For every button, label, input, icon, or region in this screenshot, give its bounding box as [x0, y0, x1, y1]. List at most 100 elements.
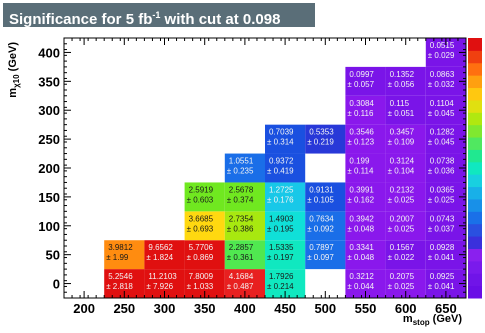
- cell-error: ± 0.036: [428, 167, 455, 176]
- palette-swatch: [468, 248, 482, 262]
- heatmap-cell: 2.5678± 0.374: [224, 182, 265, 212]
- cell-value: 3.9812: [108, 243, 133, 252]
- cell-value: 0.3341: [349, 243, 374, 252]
- cell-error: ± 0.025: [388, 224, 415, 233]
- cell-value: 0.3546: [349, 128, 374, 137]
- x-tick-label: 300: [154, 301, 176, 316]
- cell-value: 0.199: [349, 157, 370, 166]
- cell-value: 0.115: [390, 99, 410, 108]
- cell-error: ± 0.869: [187, 253, 214, 262]
- y-tick-label: 250: [38, 132, 60, 147]
- cell-value: 0.3212: [349, 272, 374, 281]
- heatmap-cells: 5.2546± 2.818 11.2103± 7.926 7.8009± 1.033…: [104, 38, 466, 298]
- cell-error: ± 0.195: [267, 224, 294, 233]
- cell-error: ± 0.114: [347, 167, 374, 176]
- y-tick-label: 50: [46, 248, 60, 263]
- palette-swatch: [468, 223, 482, 237]
- cell-error: ± 0.025: [428, 195, 455, 204]
- heatmap-cell: 0.9131± 0.105: [305, 182, 346, 212]
- heatmap-cell: 0.3942± 0.048: [345, 211, 386, 241]
- cell-value: 0.0365: [430, 185, 455, 194]
- cell-value: 0.3084: [349, 99, 374, 108]
- x-tick-label: 550: [355, 301, 377, 316]
- cell-error: ± 0.105: [307, 195, 334, 204]
- cell-value: 0.1567: [390, 243, 415, 252]
- heatmap-cell: 9.6562± 1.824: [144, 240, 185, 270]
- cell-error: ± 0.176: [267, 195, 294, 204]
- cell-error: ± 0.693: [187, 224, 214, 233]
- cell-value: 0.0928: [430, 243, 455, 252]
- cell-error: ± 0.056: [388, 80, 415, 89]
- palette-swatch: [468, 260, 482, 274]
- cell-error: ± 7.926: [146, 282, 173, 291]
- heatmap-cell: 0.115± 0.051: [385, 95, 426, 125]
- cell-error: ± 0.044: [347, 282, 374, 291]
- cell-value: 0.2075: [390, 272, 415, 281]
- cell-value: 1.5335: [269, 243, 294, 252]
- cell-value: 1.2725: [269, 185, 294, 194]
- y-tick-label: 150: [38, 190, 60, 205]
- cell-error: ± 0.032: [428, 80, 455, 89]
- heatmap-cell: 0.7634± 0.092: [305, 211, 346, 241]
- heatmap-cell: 1.5335± 0.197: [265, 240, 306, 270]
- heatmap-cell: 5.7706± 0.869: [184, 240, 225, 270]
- heatmap-cell: 3.6685± 0.693: [184, 211, 225, 241]
- cell-error: ± 0.037: [428, 224, 455, 233]
- cell-value: 0.7897: [309, 243, 334, 252]
- cell-value: 2.5919: [189, 185, 214, 194]
- cell-error: ± 0.314: [267, 138, 294, 147]
- cell-value: 0.3457: [390, 128, 415, 137]
- cell-error: ± 0.057: [347, 80, 374, 89]
- cell-value: 11.2103: [148, 272, 177, 281]
- heatmap-cell: 0.7039± 0.314: [265, 124, 306, 154]
- cell-value: 0.2007: [390, 214, 415, 223]
- x-axis-title: mstop (GeV): [403, 313, 462, 327]
- cell-value: 0.7039: [269, 128, 294, 137]
- cell-value: 0.3991: [349, 185, 374, 194]
- cell-value: 7.8009: [189, 272, 214, 281]
- cell-error: ± 0.419: [267, 167, 294, 176]
- y-tick-label: 300: [38, 103, 60, 118]
- cell-value: 0.1282: [430, 128, 455, 137]
- cell-value: 0.3942: [349, 214, 374, 223]
- heatmap-cell: 0.1567± 0.022: [385, 240, 426, 270]
- heatmap-cell: 1.4903± 0.195: [265, 211, 306, 241]
- x-tick-label: 450: [274, 301, 296, 316]
- cell-error: ± 0.214: [267, 282, 294, 291]
- cell-value: 0.0743: [430, 214, 455, 223]
- palette-swatch: [468, 211, 482, 225]
- heatmap-cell: 0.7897± 0.097: [305, 240, 346, 270]
- heatmap-cell: 0.3457± 0.109: [385, 124, 426, 154]
- heatmap-cell: 0.199± 0.114: [345, 153, 386, 183]
- palette-swatch: [468, 62, 482, 76]
- cell-value: 0.1352: [390, 70, 415, 79]
- palette-swatch: [468, 149, 482, 163]
- palette-swatch: [468, 236, 482, 249]
- chart-title: Significance for 5 fb-1 with cut at 0.09…: [3, 3, 315, 28]
- cell-error: ± 0.361: [227, 253, 254, 262]
- cell-error: ± 0.386: [227, 224, 254, 233]
- cell-value: 0.2132: [390, 185, 415, 194]
- cell-value: 2.5678: [229, 185, 254, 194]
- cell-value: 9.6562: [148, 243, 173, 252]
- heatmap-cell: 1.0551± 0.235: [224, 153, 265, 183]
- heatmap-cell: 3.9812± 1.99: [104, 240, 145, 270]
- cell-value: 4.1684: [229, 272, 254, 281]
- cell-error: ± 0.109: [388, 138, 415, 147]
- heatmap-cell: 0.2132± 0.025: [385, 182, 426, 212]
- heatmap-cell: 0.0928± 0.041: [425, 240, 466, 270]
- palette-swatch: [468, 50, 482, 64]
- cell-value: 2.2857: [229, 243, 254, 252]
- heatmap-cell: 2.2857± 0.361: [224, 240, 265, 270]
- cell-value: 0.9131: [309, 185, 334, 194]
- cell-error: ± 0.235: [227, 167, 254, 176]
- x-tick-label: 350: [194, 301, 216, 316]
- cell-value: 1.0551: [229, 157, 254, 166]
- cell-error: ± 1.033: [187, 282, 214, 291]
- cell-error: ± 0.104: [388, 167, 415, 176]
- heatmap-cell: 1.2725± 0.176: [265, 182, 306, 212]
- cell-error: ± 0.041: [428, 282, 455, 291]
- x-tick-label: 650: [435, 301, 457, 316]
- cell-error: ± 1.99: [106, 253, 129, 262]
